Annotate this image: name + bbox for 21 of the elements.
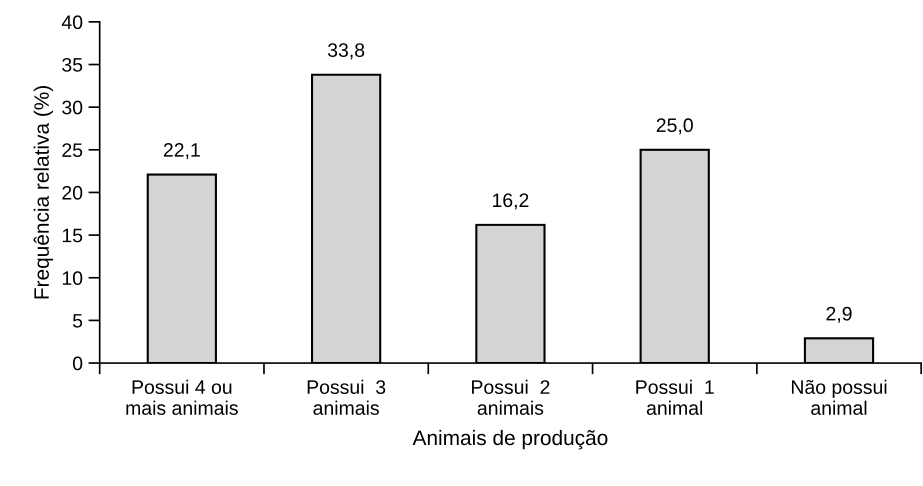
y-tick-label: 0 bbox=[72, 356, 82, 370]
y-tick-label: 20 bbox=[62, 186, 82, 200]
x-axis-title: Animais de produção bbox=[412, 430, 608, 450]
y-tick-label: 30 bbox=[62, 100, 82, 114]
x-tick-label: Possui 4 ou mais animais bbox=[126, 380, 238, 415]
y-tick-label: 35 bbox=[62, 58, 82, 72]
data-label: 33,8 bbox=[328, 43, 364, 60]
y-tick-label: 10 bbox=[62, 271, 82, 285]
data-label: 2,9 bbox=[826, 306, 852, 323]
y-tick-label: 15 bbox=[62, 228, 82, 242]
x-tick-label: Possui 2 animais bbox=[472, 380, 550, 415]
data-label: 16,2 bbox=[492, 193, 528, 210]
x-tick-label: Não possui animal bbox=[792, 380, 886, 415]
data-label: 22,1 bbox=[164, 143, 200, 160]
x-tick-label: Possui 1 animal bbox=[636, 380, 714, 415]
y-tick-label: 25 bbox=[62, 143, 82, 158]
x-tick-label: Possui 3 animais bbox=[308, 380, 386, 415]
data-label: 25,0 bbox=[656, 118, 693, 134]
y-axis-title: Frequência relativa (%) bbox=[34, 86, 54, 298]
y-tick-label: 40 bbox=[62, 15, 82, 30]
y-tick-label: 5 bbox=[72, 314, 82, 328]
